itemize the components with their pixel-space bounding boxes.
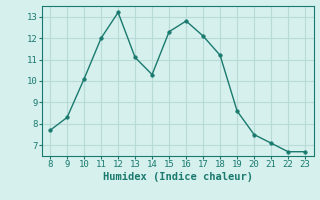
X-axis label: Humidex (Indice chaleur): Humidex (Indice chaleur) [103,172,252,182]
